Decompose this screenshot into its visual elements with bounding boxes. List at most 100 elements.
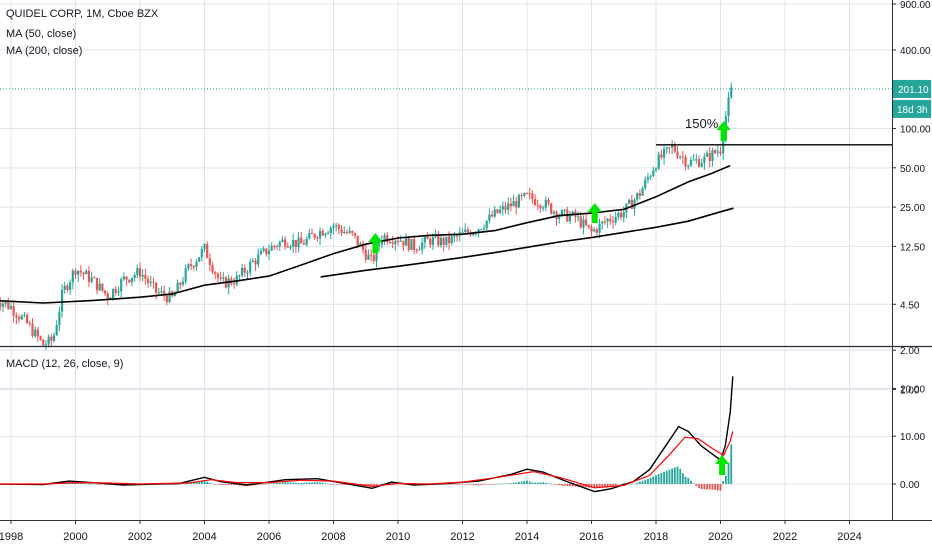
candle-body [179, 282, 182, 285]
macd-histogram-bar [477, 484, 480, 486]
candle-body [7, 302, 10, 309]
macd-histogram-bar [499, 483, 502, 485]
macd-histogram-bar [300, 483, 303, 484]
candle-body [133, 274, 136, 278]
candle-body [163, 290, 166, 296]
candle-body [232, 283, 236, 285]
candle-body [254, 260, 257, 265]
price-tick-label: 900.00 [900, 0, 931, 11]
candle-body [356, 235, 359, 246]
macd-histogram-bar [278, 482, 281, 484]
candle-body [120, 279, 123, 292]
macd-histogram-bar [206, 481, 209, 484]
macd-histogram-bar [378, 484, 381, 485]
candle-body [434, 235, 437, 238]
macd-histogram-bar [526, 480, 528, 484]
price-tick-label: 2.00 [900, 346, 920, 357]
candle-body [418, 249, 421, 251]
candle-body [730, 87, 733, 98]
buy-arrow-2020 [716, 121, 731, 141]
macd-histogram-bar [690, 480, 692, 484]
candle-body [512, 201, 515, 207]
candle-body [189, 264, 193, 267]
candle-body [66, 285, 69, 290]
candle-body [563, 209, 566, 211]
candle-body [628, 199, 631, 204]
macd-histogram-bar [684, 476, 687, 484]
candle-body [442, 237, 445, 245]
macd-pane [0, 376, 734, 493]
candle-body [461, 231, 464, 233]
candle-body [421, 242, 424, 250]
candle-body [294, 239, 297, 248]
countdown-badge [893, 99, 931, 118]
candle-body [695, 159, 698, 161]
candle-body [101, 283, 104, 291]
candle-body [429, 238, 432, 245]
macd-histogram-bar [703, 484, 706, 490]
candle-body [388, 242, 392, 244]
macd-histogram-bar [518, 481, 520, 484]
macd-histogram-bar [681, 473, 684, 484]
macd-histogram-bar [74, 482, 77, 484]
candle-body [587, 225, 590, 227]
macd-histogram-bar [257, 484, 260, 485]
candle-body [77, 270, 80, 275]
candle-body [265, 248, 268, 255]
macd-histogram-bar [268, 483, 270, 485]
candle-body [660, 154, 663, 158]
macd-histogram-bar [445, 484, 448, 485]
macd-histogram-bar [698, 484, 700, 489]
candle-body [28, 323, 31, 325]
macd-histogram-bar [311, 482, 313, 484]
candle-body [103, 290, 107, 294]
macd-histogram-bar [496, 483, 499, 485]
candle-body [413, 239, 416, 250]
candle-body [44, 344, 48, 346]
macd-histogram-bar [176, 484, 179, 485]
candle-body [601, 221, 604, 224]
candle-body [302, 243, 306, 245]
last-price-label: 201.10 [898, 85, 929, 96]
candle-body [262, 248, 265, 251]
candle-body [649, 176, 652, 178]
price-tick-label: 4.50 [900, 300, 920, 311]
candle-body [722, 138, 725, 154]
macd-histogram-bar [569, 484, 571, 487]
candle-body [633, 199, 636, 209]
candle-body [318, 230, 322, 239]
candle-body [466, 229, 469, 233]
resistance-percent-label: 150% [685, 116, 719, 131]
candle-body [437, 235, 440, 246]
candle-body [348, 230, 351, 233]
macd-histogram-bar [265, 483, 268, 485]
macd-histogram-bar [219, 484, 222, 485]
macd-histogram-bar [289, 482, 292, 484]
candle-body [523, 193, 526, 197]
macd-histogram-bar [722, 481, 725, 484]
candle-body [453, 235, 456, 237]
candle-body [464, 229, 467, 232]
candle-body [386, 235, 389, 243]
macd-histogram-bar [671, 468, 674, 484]
year-tick-label: 2016 [579, 531, 603, 543]
macd-histogram-bar [727, 462, 730, 484]
candle-body [493, 209, 496, 217]
macd-histogram-bar [466, 484, 469, 485]
candle-body [305, 238, 308, 245]
macd-histogram-bar [531, 482, 534, 484]
candle-body [286, 246, 289, 248]
macd-histogram-bar [638, 481, 641, 484]
macd-histogram-bar [332, 484, 335, 485]
macd-histogram-bar [552, 484, 555, 485]
macd-histogram-bar [606, 484, 609, 487]
candle-body [1, 303, 5, 307]
candle-body [716, 151, 719, 153]
candle-body [606, 218, 609, 222]
macd-histogram-bar [93, 483, 96, 485]
macd-histogram-bar [523, 481, 526, 484]
candle-body [138, 268, 142, 277]
macd-histogram-bar [655, 475, 657, 484]
macd-tick-label: 0.00 [900, 480, 920, 491]
macd-line [0, 376, 734, 493]
